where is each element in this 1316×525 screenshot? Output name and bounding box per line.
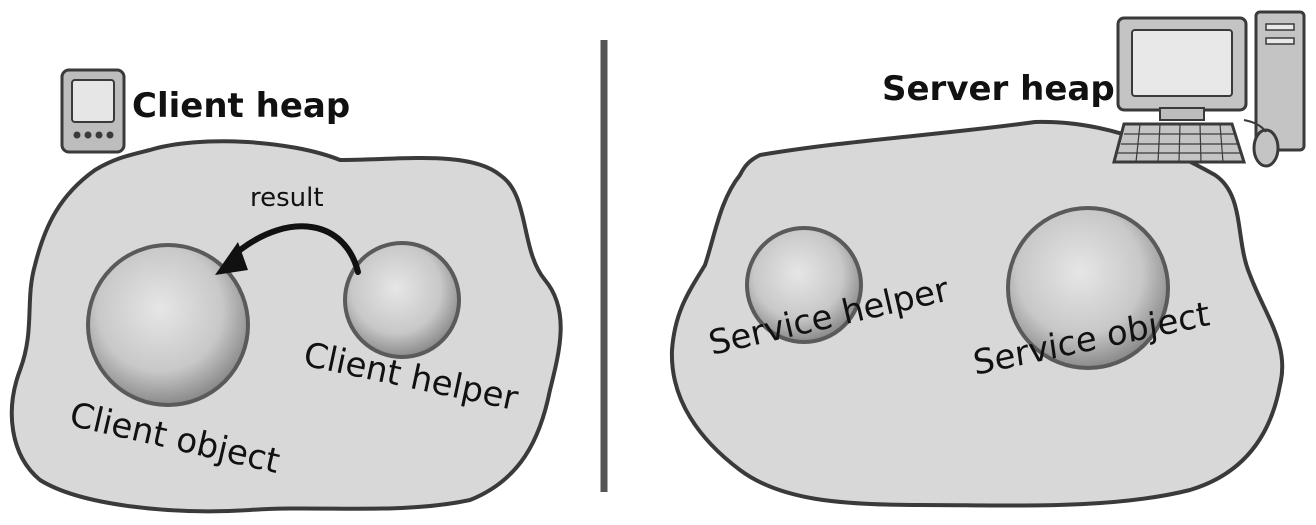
result-arrowhead — [215, 242, 248, 275]
result-label: result — [250, 183, 324, 213]
result-arrow — [225, 223, 361, 275]
service-helper-sphere — [745, 226, 863, 344]
client-heap-blob — [9, 139, 563, 514]
client-object-sphere — [86, 243, 250, 407]
pda-icon — [60, 68, 126, 154]
service-object-sphere — [1006, 206, 1170, 370]
client-heap-heading: Client heap — [132, 86, 350, 126]
client-helper-sphere — [343, 241, 461, 359]
server-heap-heading: Server heap — [882, 69, 1115, 109]
desktop-computer-icon — [1112, 10, 1306, 168]
